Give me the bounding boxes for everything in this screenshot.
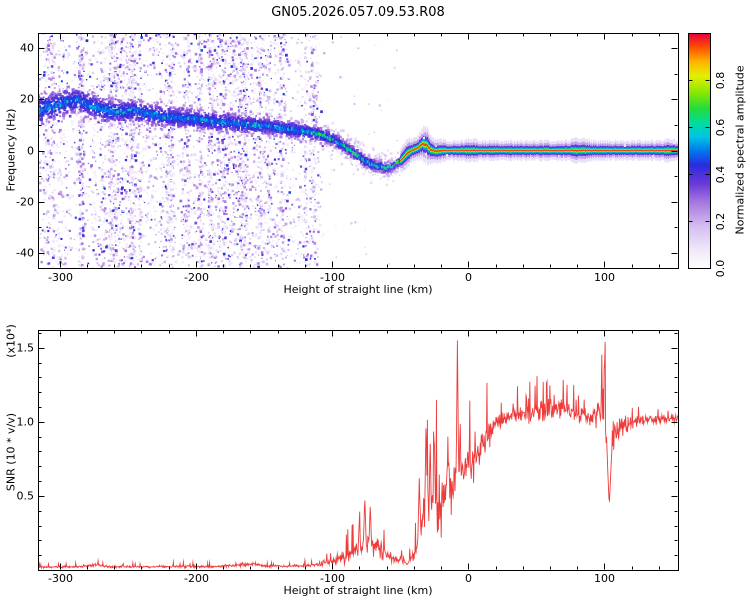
snr-xaxis-label: Height of straight line (km) [283, 584, 433, 597]
snr-yaxis-label: SNR (10 * v/v) [4, 412, 18, 492]
colorbar-label: Normalized spectral amplitude [733, 65, 747, 235]
spectrogram-xaxis-label: Height of straight line (km) [283, 283, 433, 296]
snr-yscale-label: (x10⁴) [4, 324, 18, 358]
figure-title: GN05.2026.057.09.53.R08 [271, 5, 445, 20]
spectrogram-yaxis-label: Frequency (Hz) [4, 108, 18, 192]
